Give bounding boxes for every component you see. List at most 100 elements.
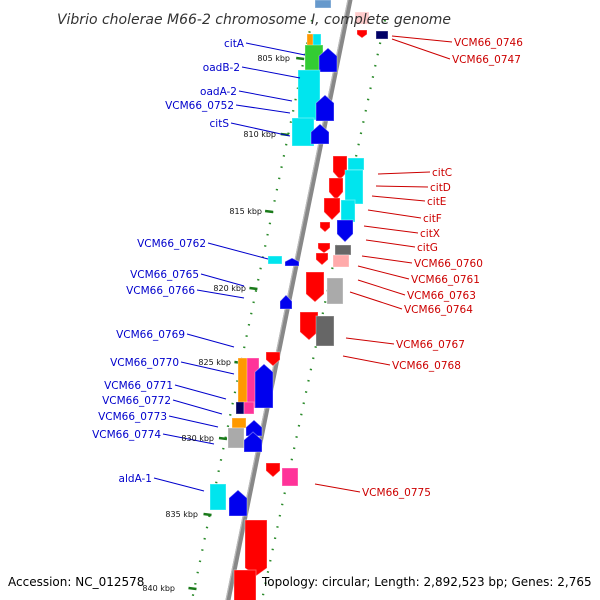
gene-aldA-1 bbox=[210, 484, 226, 510]
gene-outline bbox=[315, 252, 329, 266]
tick-label: 835 kbp bbox=[165, 510, 198, 519]
tick-mark bbox=[296, 56, 305, 61]
gene-VCM66_0763 bbox=[306, 272, 324, 302]
gene-citE bbox=[345, 170, 363, 204]
tick-mark bbox=[264, 209, 274, 214]
gene-VCM66_0760 bbox=[333, 255, 349, 267]
gene-outline bbox=[291, 117, 315, 147]
callout-line-left bbox=[174, 384, 227, 400]
gene-outline bbox=[340, 199, 356, 223]
callout-line-left bbox=[230, 122, 291, 137]
tick-mark bbox=[188, 586, 197, 591]
gene-citD bbox=[348, 158, 364, 170]
callout-line-right bbox=[367, 209, 422, 219]
gene-VCM66_0766 bbox=[280, 295, 292, 309]
gene-label-left: VCM66_0762 bbox=[137, 238, 206, 250]
callout-line-left bbox=[235, 104, 291, 114]
gene-label-right: VCM66_0760 bbox=[414, 258, 483, 270]
gene-outline bbox=[375, 30, 389, 40]
callout-line-left bbox=[200, 273, 245, 287]
gene-outline bbox=[356, 29, 368, 39]
gene-VCM66_0746 bbox=[355, 12, 369, 24]
tick-mark bbox=[249, 286, 258, 291]
gene-outline bbox=[332, 254, 350, 268]
gene-citA-b bbox=[313, 34, 321, 48]
gene-citX bbox=[337, 220, 353, 242]
gene-outline bbox=[265, 462, 281, 478]
gene-outline bbox=[299, 311, 319, 341]
callout-line-left bbox=[241, 66, 301, 79]
callout-line-left bbox=[245, 42, 306, 56]
gene-outline bbox=[265, 351, 281, 367]
gene-VCM66_0774 bbox=[228, 428, 244, 448]
tick-label: 805 kbp bbox=[257, 54, 290, 63]
gene-VCM66_0769 bbox=[266, 352, 280, 366]
gene-outline bbox=[284, 257, 300, 267]
gene-outline bbox=[209, 483, 227, 511]
gene-outline bbox=[354, 11, 370, 25]
callout-lines bbox=[153, 35, 453, 493]
gene-label-left: VCM66_0766 bbox=[126, 285, 195, 297]
gene-outline bbox=[347, 157, 365, 171]
callout-line-left bbox=[186, 333, 235, 348]
callout-line-left bbox=[162, 433, 215, 445]
callout-line-right bbox=[375, 185, 429, 188]
tick-label: 830 kbp bbox=[181, 434, 214, 443]
gene-outline bbox=[305, 271, 325, 303]
callout-line-right bbox=[357, 265, 410, 280]
gene-outline bbox=[319, 221, 331, 233]
gene-bottom-1 bbox=[245, 520, 267, 576]
gene-VCM66_0764 bbox=[327, 278, 343, 304]
tick-mark bbox=[218, 436, 228, 441]
callout-line-right bbox=[349, 291, 403, 310]
gene-outline bbox=[318, 47, 338, 73]
gene-outline bbox=[228, 489, 248, 517]
callout-line-right bbox=[391, 38, 451, 60]
callout-line-right bbox=[357, 279, 406, 296]
map-title: Vibrio cholerae M66-2 chromosome I, comp… bbox=[57, 12, 451, 28]
gene-label-right: citG bbox=[417, 242, 438, 254]
gene-VCM66_0746-arrow bbox=[357, 30, 367, 38]
callout-line-right bbox=[377, 171, 431, 175]
callout-line-left bbox=[238, 90, 293, 102]
gene-aldA-1-b bbox=[229, 490, 247, 516]
gene-VCM66_0762 bbox=[268, 256, 282, 264]
left-gene-labels: citA oadB-2 oadA-2 VCM66_0752 citS VCM66_0762… bbox=[92, 38, 245, 485]
gene-VCM66_0747 bbox=[376, 31, 388, 39]
callout-line-left bbox=[172, 399, 223, 415]
callout-line-left bbox=[153, 477, 205, 492]
gene-label-right: citX bbox=[420, 228, 440, 240]
gene-label-left: citS bbox=[210, 118, 230, 130]
gene-outline bbox=[244, 519, 268, 577]
gene-outline bbox=[233, 569, 257, 600]
gene-label-right: citD bbox=[430, 182, 451, 194]
callout-line-left bbox=[180, 361, 235, 375]
gene-outline bbox=[314, 0, 332, 9]
gene-VCM66_0771 bbox=[255, 364, 273, 408]
gene-VCM66_0767 bbox=[300, 312, 318, 340]
gene-outline bbox=[326, 277, 344, 305]
gene-label-left: VCM66_0752 bbox=[165, 100, 234, 112]
gene-outline bbox=[281, 467, 299, 487]
callout-line-right bbox=[342, 355, 391, 366]
tick-label: 840 kbp bbox=[142, 584, 175, 593]
gene-citS-b bbox=[311, 124, 329, 144]
gene-label-right: VCM66_0767 bbox=[396, 339, 465, 351]
gene-VCM66_0773 bbox=[232, 418, 246, 428]
gene-VCM66_0775-r bbox=[266, 463, 280, 477]
right-gene-labels: VCM66_0746 VCM66_0747 citC citD citE citF citX… bbox=[362, 37, 523, 499]
gene-bottom-2 bbox=[234, 570, 256, 600]
tick-label: 820 kbp bbox=[213, 284, 246, 293]
gene-VCM66_0772-b bbox=[244, 402, 254, 414]
gene-label-left: VCM66_0770 bbox=[110, 357, 179, 369]
gene-outline bbox=[315, 94, 335, 122]
gene-label-left: aldA-1 bbox=[119, 473, 152, 485]
gene-oadA-2 bbox=[319, 48, 337, 72]
gene-label-right: VCM66_0775 bbox=[362, 487, 431, 499]
genes bbox=[209, 0, 389, 600]
gene-outline bbox=[317, 242, 331, 254]
gene-outline bbox=[243, 431, 263, 453]
gene-outline bbox=[334, 244, 352, 256]
gene-VCM66_0774-b bbox=[246, 420, 262, 436]
callout-line-right bbox=[314, 483, 361, 493]
